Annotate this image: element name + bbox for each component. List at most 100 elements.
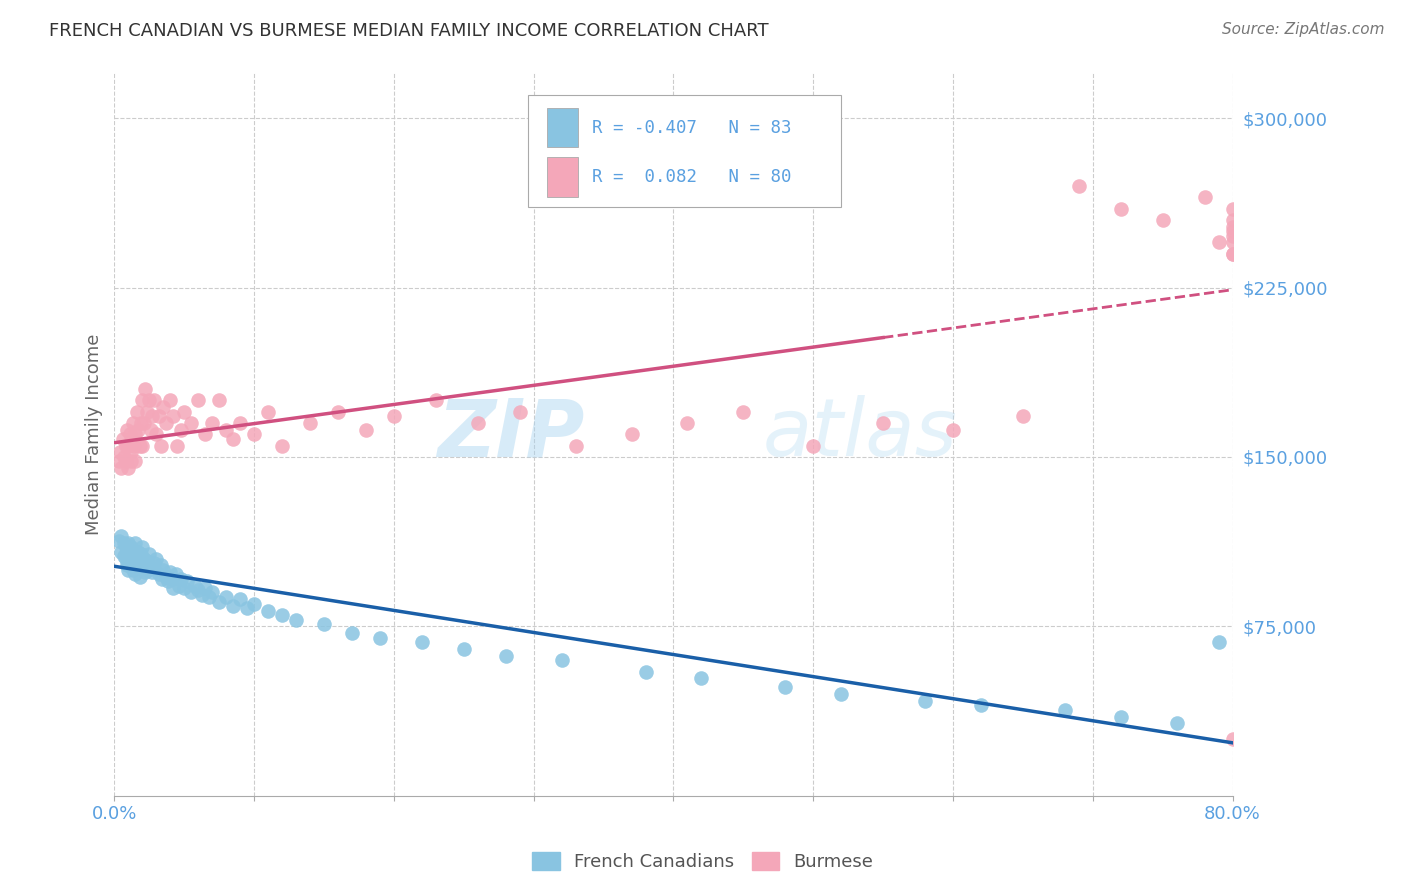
Point [162, 409, 184, 424]
Point [122, 551, 145, 566]
Point [129, 547, 152, 561]
Point [110, 545, 132, 559]
Point [136, 563, 159, 577]
Point [131, 541, 153, 555]
Point [121, 416, 143, 430]
Point [155, 416, 177, 430]
Point [111, 432, 134, 446]
Point [1152, 212, 1174, 227]
Point [115, 558, 138, 573]
Point [271, 608, 294, 623]
Point [117, 563, 139, 577]
Point [354, 423, 377, 437]
Point [368, 631, 391, 645]
Point [114, 551, 136, 566]
Point [942, 423, 965, 437]
Point [124, 427, 146, 442]
Point [1222, 228, 1244, 243]
Point [112, 536, 135, 550]
Point [134, 565, 156, 579]
Point [201, 416, 224, 430]
Point [139, 560, 162, 574]
Point [872, 416, 894, 430]
Point [285, 613, 308, 627]
Point [187, 393, 209, 408]
Point [107, 533, 129, 548]
Point [194, 581, 217, 595]
Point [180, 416, 202, 430]
Point [135, 554, 157, 568]
Point [453, 642, 475, 657]
Point [257, 405, 280, 419]
Point [108, 445, 131, 459]
Point [139, 423, 162, 437]
Point [125, 554, 148, 568]
Point [299, 416, 322, 430]
Point [128, 556, 150, 570]
Point [117, 439, 139, 453]
Point [187, 583, 209, 598]
Point [1067, 178, 1090, 193]
Point [198, 590, 221, 604]
Point [155, 569, 177, 583]
Point [467, 416, 489, 430]
Point [124, 454, 146, 468]
Point [170, 572, 193, 586]
Point [1222, 212, 1244, 227]
Point [152, 563, 174, 577]
Point [170, 423, 193, 437]
Point [121, 563, 143, 577]
Point [180, 585, 202, 599]
Text: ZIP: ZIP [437, 395, 583, 474]
Point [1109, 202, 1132, 216]
Point [115, 545, 138, 559]
Point [120, 454, 142, 468]
Point [162, 581, 184, 595]
Point [184, 579, 207, 593]
Point [1011, 409, 1033, 424]
Point [167, 579, 190, 593]
Point [110, 529, 132, 543]
Point [775, 681, 797, 695]
Point [173, 405, 195, 419]
Point [1222, 202, 1244, 216]
Point [138, 547, 160, 561]
Point [166, 439, 188, 453]
Point [411, 635, 433, 649]
Point [117, 461, 139, 475]
Point [114, 541, 136, 555]
Point [194, 427, 217, 442]
Point [733, 405, 755, 419]
Point [1194, 190, 1216, 204]
Point [118, 427, 141, 442]
Point [215, 590, 238, 604]
Point [128, 569, 150, 583]
Point [148, 409, 170, 424]
Point [128, 439, 150, 453]
Point [634, 665, 657, 679]
Text: R =  0.082   N = 80: R = 0.082 N = 80 [592, 168, 792, 186]
Point [124, 536, 146, 550]
Point [564, 439, 586, 453]
Point [132, 551, 155, 566]
Point [229, 416, 252, 430]
Point [117, 536, 139, 550]
Point [690, 671, 713, 685]
Point [156, 574, 179, 589]
Point [801, 439, 824, 453]
Point [1109, 709, 1132, 723]
Point [326, 405, 349, 419]
FancyBboxPatch shape [529, 95, 841, 207]
Point [1166, 716, 1188, 731]
Point [222, 599, 245, 613]
Point [340, 626, 363, 640]
Point [124, 549, 146, 564]
Point [125, 405, 148, 419]
Point [236, 601, 259, 615]
Point [676, 416, 699, 430]
Point [382, 409, 405, 424]
Point [165, 567, 187, 582]
Point [141, 409, 163, 424]
Point [1208, 635, 1230, 649]
Point [176, 574, 198, 589]
